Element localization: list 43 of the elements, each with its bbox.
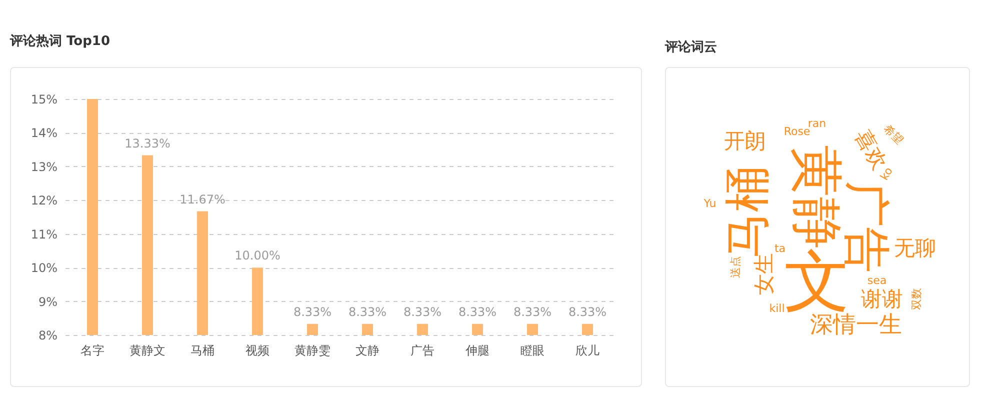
text: 送点 bbox=[729, 256, 742, 278]
data-label: 11.67% bbox=[180, 192, 226, 206]
data-label: 8.33% bbox=[293, 304, 332, 319]
text: Rose bbox=[784, 125, 810, 138]
data-label: 8.33% bbox=[458, 304, 497, 319]
x-tick-label: 名字 bbox=[80, 344, 104, 358]
x-tick-label: 伸腿 bbox=[464, 344, 490, 358]
x-tick-label: 瞪眼 bbox=[520, 344, 544, 358]
y-tick-label: 13% bbox=[30, 160, 58, 174]
text: ta bbox=[774, 242, 786, 255]
data-label: 10.00% bbox=[234, 248, 280, 263]
y-tick-label: 15% bbox=[30, 92, 58, 106]
y-tick-label: 8% bbox=[38, 328, 58, 342]
text: kill bbox=[769, 302, 785, 315]
y-tick-label: 11% bbox=[30, 227, 58, 242]
x-tick-label: 黄静文 bbox=[130, 344, 166, 358]
y-tick-label: 10% bbox=[30, 261, 58, 276]
data-label: 8.33% bbox=[403, 304, 442, 319]
y-tick-label: 14% bbox=[30, 126, 58, 140]
text: 无聊 bbox=[894, 236, 936, 260]
x-tick-label: 黄静雯 bbox=[294, 344, 330, 358]
data-label: 8.33% bbox=[348, 304, 387, 319]
text: 谢谢 bbox=[861, 287, 903, 311]
text: 希望 bbox=[880, 122, 906, 148]
text: ran bbox=[808, 117, 826, 130]
x-tick-label: 马桶 bbox=[190, 344, 214, 358]
text: 黄静 bbox=[786, 145, 846, 249]
data-label: 8.33% bbox=[513, 304, 552, 319]
text: 评论词云 bbox=[664, 40, 717, 55]
x-tick-label: 文静 bbox=[356, 344, 380, 358]
text: 开朗 bbox=[724, 129, 766, 153]
text: 深情一生 bbox=[810, 312, 902, 338]
text: Yu bbox=[702, 197, 716, 210]
text: 双数 bbox=[910, 288, 923, 310]
text: sea bbox=[867, 274, 887, 287]
x-tick-label: 视频 bbox=[246, 344, 270, 358]
y-tick-label: 12% bbox=[30, 194, 58, 208]
chart-title: 评论热词 Top10 bbox=[9, 34, 110, 49]
x-tick-label: 欣儿 bbox=[576, 344, 600, 358]
data-label: 13.33% bbox=[124, 136, 170, 150]
x-tick-label: 广告 bbox=[410, 344, 434, 358]
y-tick-label: 9% bbox=[38, 294, 58, 309]
data-label: 8.33% bbox=[568, 304, 607, 319]
